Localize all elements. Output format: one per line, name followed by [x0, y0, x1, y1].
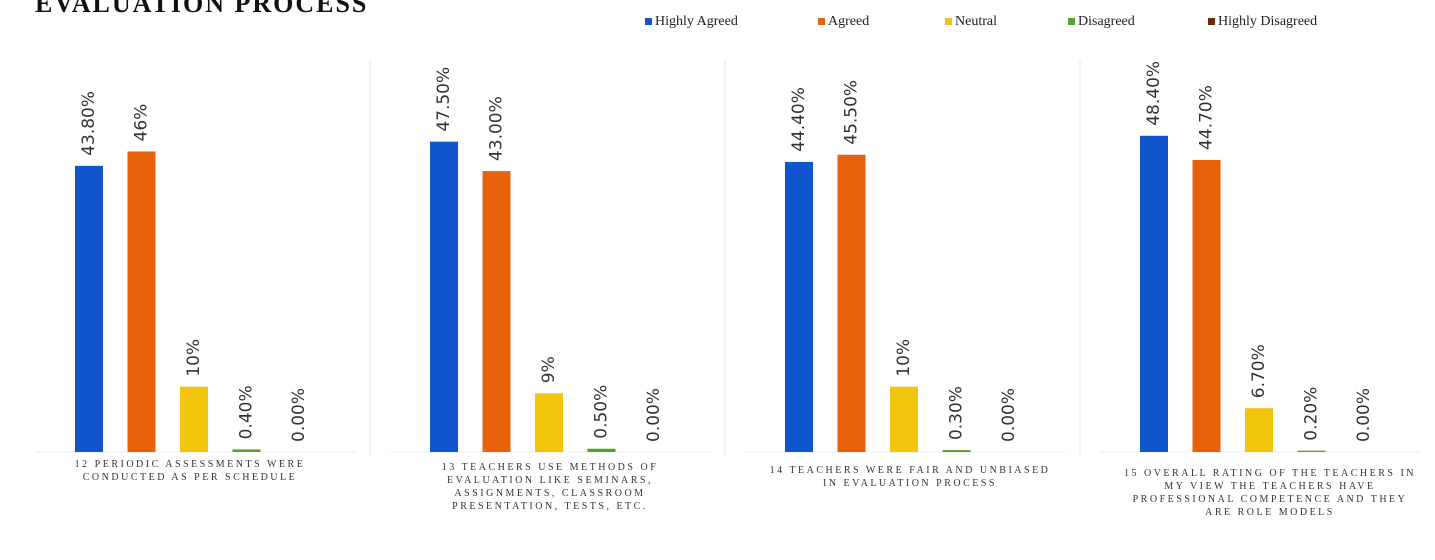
legend-swatch [1208, 18, 1215, 25]
value-label: 10% [894, 339, 914, 377]
legend-label: Disagreed [1078, 14, 1135, 29]
value-label: 48.40% [1144, 61, 1164, 126]
category-label: 13 TEACHERS USE METHODS OF EVALUATION LI… [441, 462, 659, 512]
bar [890, 386, 918, 452]
legend-label: Highly Agreed [655, 14, 738, 29]
value-label: 0.30% [947, 386, 967, 440]
bar [430, 141, 458, 452]
legend-label: Agreed [828, 14, 869, 29]
legend-label: Neutral [955, 14, 997, 29]
value-label: 45.50% [842, 80, 862, 145]
value-label: 46% [132, 104, 152, 142]
legend-swatch [645, 18, 652, 25]
value-label: 43.80% [79, 91, 99, 156]
value-label: 44.70% [1197, 85, 1217, 150]
value-label: 10% [184, 339, 204, 377]
bar [1297, 450, 1326, 452]
category-label: 12 PERIODIC ASSESSMENTS WERE CONDUCTED A… [74, 459, 306, 483]
bar [837, 154, 866, 452]
bar [1192, 159, 1221, 452]
bar [180, 386, 208, 452]
value-label: 0.00% [289, 388, 309, 442]
value-label: 0.00% [999, 388, 1019, 442]
value-label: 9% [539, 356, 559, 383]
legend-swatch [1068, 18, 1075, 25]
bar [232, 449, 261, 452]
value-label: 0.00% [1354, 388, 1374, 442]
bar [1245, 408, 1273, 452]
category-label: 14 TEACHERS WERE FAIR AND UNBIASED IN EV… [769, 465, 1051, 489]
bar [785, 161, 813, 453]
category-label: 15 OVERALL RATING OF THE TEACHERS IN MY … [1123, 468, 1417, 518]
chart-title: EVALUATION PROCESS [35, 0, 368, 18]
bar [587, 448, 616, 452]
bar [127, 151, 156, 452]
bar [482, 171, 511, 453]
value-label: 0.20% [1302, 387, 1322, 441]
value-label: 47.50% [434, 67, 454, 132]
bar [942, 450, 971, 452]
legend-swatch [945, 18, 952, 25]
legend-label: Highly Disagreed [1218, 14, 1317, 29]
value-label: 44.40% [789, 87, 809, 152]
value-label: 0.50% [592, 385, 612, 439]
legend-swatch [818, 18, 825, 25]
bar [1140, 135, 1168, 452]
value-label: 43.00% [487, 96, 507, 161]
value-label: 0.00% [644, 388, 664, 442]
value-label: 0.40% [237, 385, 257, 439]
bar [75, 165, 103, 452]
bar [535, 393, 563, 452]
value-label: 6.70% [1249, 344, 1269, 398]
